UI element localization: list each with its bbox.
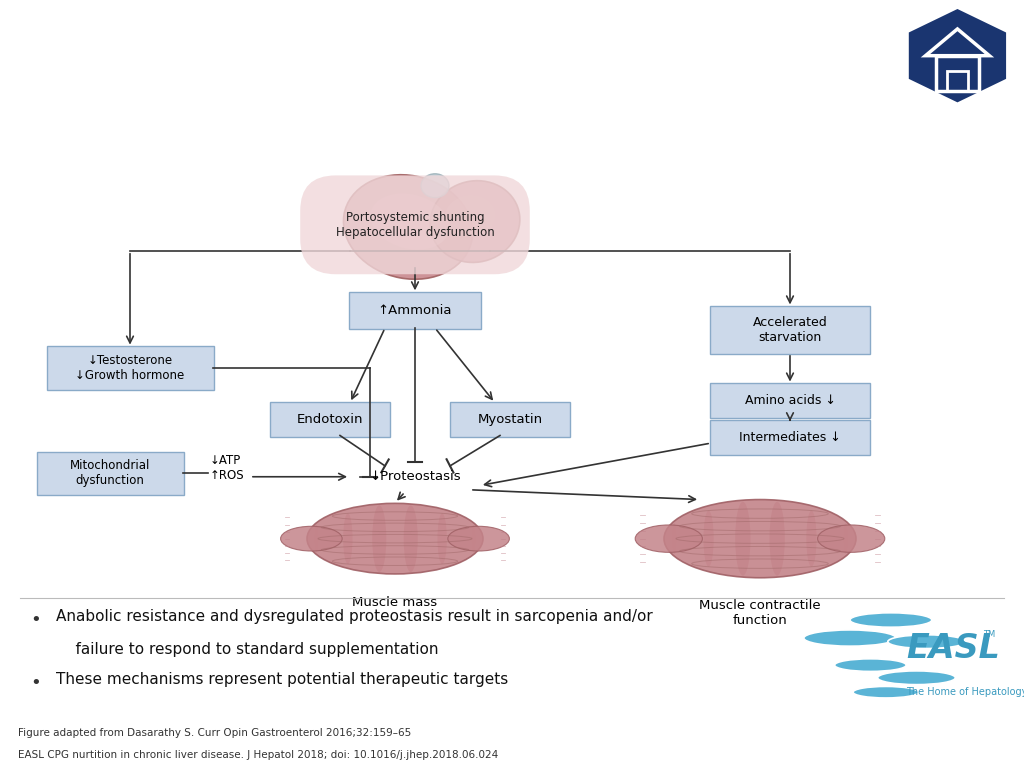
Text: Myostatin: Myostatin <box>477 412 543 425</box>
Text: •: • <box>31 611 41 629</box>
Text: Portosystemic shunting
Hepatocellular dysfunction: Portosystemic shunting Hepatocellular dy… <box>336 211 495 239</box>
Text: Accelerated
starvation: Accelerated starvation <box>753 316 827 344</box>
Ellipse shape <box>371 194 450 250</box>
Circle shape <box>878 671 955 684</box>
Ellipse shape <box>664 499 856 578</box>
Ellipse shape <box>843 523 848 554</box>
Ellipse shape <box>471 525 476 553</box>
Text: failure to respond to standard supplementation: failure to respond to standard supplemen… <box>56 642 439 657</box>
Text: ↓Proteostasis: ↓Proteostasis <box>370 470 461 483</box>
Text: EASL: EASL <box>906 632 1000 665</box>
Text: These mechanisms represent potential therapeutic targets: These mechanisms represent potential the… <box>56 672 509 687</box>
Ellipse shape <box>672 523 677 554</box>
Circle shape <box>888 635 966 648</box>
Ellipse shape <box>817 525 885 552</box>
Ellipse shape <box>343 175 472 280</box>
FancyBboxPatch shape <box>270 402 390 436</box>
Ellipse shape <box>806 511 816 567</box>
Ellipse shape <box>281 526 342 551</box>
Circle shape <box>853 687 919 698</box>
Text: TM: TM <box>983 630 995 639</box>
FancyBboxPatch shape <box>349 292 481 329</box>
Text: Figure adapted from Dasarathy S. Curr Opin Gastroenterol 2016;32:159–65: Figure adapted from Dasarathy S. Curr Op… <box>18 728 412 738</box>
Ellipse shape <box>445 195 495 237</box>
Circle shape <box>850 613 932 627</box>
Ellipse shape <box>314 525 318 553</box>
Text: Intermediates ↓: Intermediates ↓ <box>739 431 841 444</box>
Polygon shape <box>906 7 1009 104</box>
Text: Amino acids ↓: Amino acids ↓ <box>744 394 836 407</box>
Circle shape <box>835 659 906 671</box>
Ellipse shape <box>735 502 751 576</box>
Text: Endotoxin: Endotoxin <box>297 412 364 425</box>
Text: Muscle mass: Muscle mass <box>352 596 437 609</box>
Ellipse shape <box>421 174 449 197</box>
FancyBboxPatch shape <box>450 402 570 436</box>
Ellipse shape <box>635 525 702 552</box>
FancyBboxPatch shape <box>46 346 213 390</box>
Ellipse shape <box>403 505 418 572</box>
Ellipse shape <box>343 513 352 564</box>
Text: Mechanisms resulting in sarcopenia and failure to: Mechanisms resulting in sarcopenia and f… <box>23 28 768 54</box>
Ellipse shape <box>769 502 784 576</box>
Text: Muscle contractile
function: Muscle contractile function <box>699 600 821 627</box>
Text: The Home of Hepatology: The Home of Hepatology <box>906 687 1024 697</box>
Text: ↓ATP
↑ROS: ↓ATP ↑ROS <box>210 454 245 482</box>
FancyBboxPatch shape <box>37 452 183 495</box>
FancyBboxPatch shape <box>710 420 870 455</box>
Ellipse shape <box>447 526 509 551</box>
Text: respond to standard supplementation: respond to standard supplementation <box>23 74 588 101</box>
Text: •: • <box>31 674 41 692</box>
Text: Anabolic resistance and dysregulated proteostasis result in sarcopenia and/or: Anabolic resistance and dysregulated pro… <box>56 609 653 624</box>
Text: ↑Ammonia: ↑Ammonia <box>378 304 453 317</box>
Ellipse shape <box>703 511 714 567</box>
Ellipse shape <box>430 180 520 263</box>
Ellipse shape <box>437 513 446 564</box>
Text: Mitochondrial
dysfunction: Mitochondrial dysfunction <box>70 459 151 488</box>
Text: ↓Testosterone
↓Growth hormone: ↓Testosterone ↓Growth hormone <box>76 354 184 382</box>
Ellipse shape <box>307 503 483 574</box>
Circle shape <box>804 630 896 646</box>
FancyBboxPatch shape <box>710 383 870 418</box>
Ellipse shape <box>372 505 386 572</box>
FancyBboxPatch shape <box>710 306 870 354</box>
Text: EASL CPG nurtition in chronic liver disease. J Hepatol 2018; doi: 10.1016/j.jhep: EASL CPG nurtition in chronic liver dise… <box>18 750 499 760</box>
